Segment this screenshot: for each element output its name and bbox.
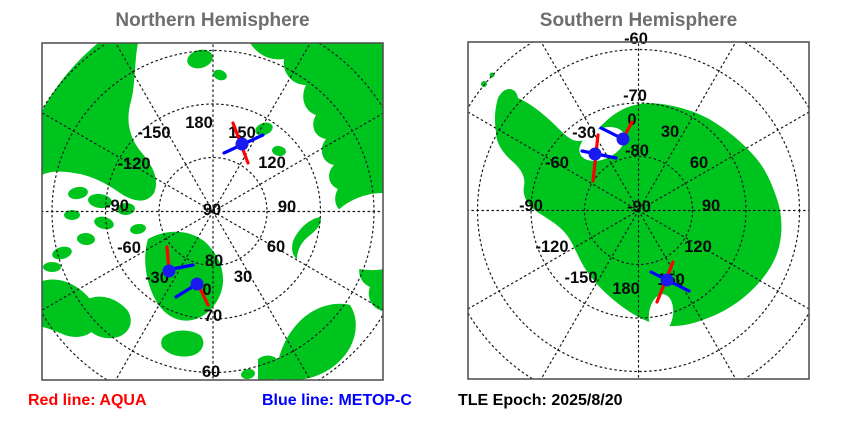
satellite-position-dot (660, 273, 674, 287)
longitude-spoke (212, 112, 383, 213)
landmass (81, 296, 131, 339)
latitude-label: -90 (627, 198, 651, 216)
sea-inlet (324, 193, 383, 271)
longitude-label: 180 (612, 280, 640, 298)
longitude-label: -30 (572, 124, 596, 142)
longitude-spoke (42, 112, 214, 213)
latitude-label: 90 (203, 201, 221, 219)
longitude-label: 180 (185, 114, 213, 132)
latitude-label: 80 (205, 252, 223, 270)
legend-blue-line-metop-c: Blue line: METOP-C (262, 392, 412, 409)
satellite-marker (580, 133, 618, 183)
longitude-label: 90 (702, 197, 720, 215)
longitude-spoke (115, 210, 214, 380)
longitude-label: -120 (535, 238, 568, 256)
longitude-label: -60 (545, 154, 569, 172)
landmass (292, 217, 321, 259)
longitude-spoke (212, 210, 311, 380)
longitude-label: 30 (661, 123, 679, 141)
longitude-spoke (115, 43, 214, 213)
map-clipped-layer (42, 43, 383, 380)
longitude-spoke (212, 43, 311, 213)
longitude-spoke (540, 209, 640, 379)
satellite-position-dot (616, 132, 630, 146)
landmass (494, 89, 782, 327)
sea-inlet (648, 294, 674, 334)
longitude-label: 0 (202, 281, 211, 299)
map-frame (467, 41, 810, 380)
longitude-label: -90 (519, 197, 543, 215)
latitude-ring (583, 155, 694, 266)
satellite-position-dot (162, 264, 176, 278)
longitude-label: 30 (234, 268, 252, 286)
longitude-spoke (42, 210, 214, 311)
longitude-spoke (637, 111, 809, 212)
island (213, 69, 227, 81)
landmass (276, 303, 356, 380)
landmass (42, 43, 157, 201)
island (68, 186, 88, 200)
island (255, 122, 273, 136)
island (64, 210, 80, 220)
satellite-marker (162, 245, 195, 278)
longitude-label: 60 (267, 238, 285, 256)
island (130, 223, 146, 235)
longitude-spoke (637, 209, 809, 310)
satellite-marker (174, 277, 210, 307)
latitude-ring (530, 102, 747, 319)
north-map-title: Northern Hemisphere (115, 10, 310, 31)
landmass (161, 330, 204, 357)
longitude-spoke (540, 42, 640, 212)
satellite-position-dot (588, 147, 602, 161)
satellite-position-dot (235, 137, 249, 151)
longitude-label: -30 (145, 269, 169, 287)
map-frame (41, 42, 384, 381)
island (481, 81, 487, 87)
north-hemisphere-map: 908070601801501209060300-30-60-90-120-15… (41, 42, 384, 381)
longitude-label: -150 (137, 124, 170, 142)
map-clipped-layer (468, 42, 809, 379)
longitude-label: -150 (564, 269, 597, 287)
latitude-label: -60 (624, 30, 648, 48)
longitude-label: 120 (684, 238, 712, 256)
island (77, 232, 95, 246)
longitude-label: -90 (105, 197, 129, 215)
longitude-spoke (468, 111, 640, 212)
metop-c-track-segment (170, 263, 195, 271)
latitude-label: 70 (204, 307, 222, 325)
longitude-label: 90 (278, 198, 296, 216)
latitude-label: -70 (623, 87, 647, 105)
legend-tle-epoch: TLE Epoch: 2025/8/20 (458, 392, 623, 409)
landmass (258, 355, 282, 380)
island (241, 368, 255, 380)
island (94, 216, 114, 230)
longitude-label: 120 (258, 154, 286, 172)
south-map-title: Southern Hemisphere (539, 10, 738, 31)
longitude-label: -60 (117, 239, 141, 257)
longitude-spoke (468, 209, 640, 310)
latitude-ring (104, 103, 322, 320)
island (187, 49, 213, 69)
island (272, 145, 286, 157)
longitude-spoke (637, 209, 737, 379)
longitude-label: 0 (627, 111, 636, 129)
latitude-label: 60 (202, 363, 220, 381)
legend-red-line-aqua: Red line: AQUA (28, 392, 147, 409)
satellite-marker (222, 121, 265, 165)
landmass (250, 43, 383, 311)
south-hemisphere-map: -60-70-80-900306090120150180-150-120-90-… (467, 30, 810, 380)
latitude-label: -80 (625, 142, 649, 160)
satellite-marker (599, 120, 634, 146)
longitude-label: 60 (690, 154, 708, 172)
longitude-spoke (637, 42, 737, 212)
longitude-spoke (212, 210, 383, 311)
island (43, 262, 61, 272)
satellite-marker (649, 260, 691, 304)
satellite-position-dot (190, 277, 204, 291)
latitude-ring (158, 156, 268, 267)
longitude-label: -120 (117, 155, 150, 173)
